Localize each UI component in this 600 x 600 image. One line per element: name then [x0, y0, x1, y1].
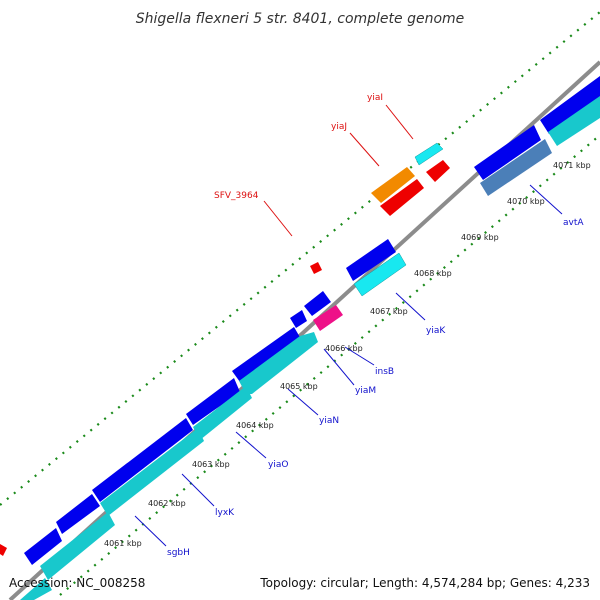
reverse-gene-labels: avtA yiaK insB yiaM yiaN yiaO lyxK sgbH: [134, 184, 584, 558]
kbp-label: 4069 kbp: [461, 233, 499, 242]
feature-blue-long-1[interactable]: [232, 327, 301, 382]
leader-line: [385, 104, 414, 140]
feature-cyan-long-1[interactable]: [239, 332, 318, 394]
feature-SFV_3964[interactable]: [310, 262, 322, 274]
leader-line: [349, 132, 380, 167]
kbp-label: 4062 kbp: [148, 499, 186, 508]
kbp-scale-labels: 4061 kbp 4062 kbp 4063 kbp 4064 kbp 4065…: [104, 161, 591, 548]
reverse-blue-features: [24, 76, 600, 565]
leader-line: [529, 184, 563, 215]
kbp-label: 4061 kbp: [104, 539, 142, 548]
feature-blue-mid[interactable]: [346, 239, 396, 281]
gene-label-yiaK[interactable]: yiaK: [426, 326, 446, 336]
outer-tick-track: [0, 11, 600, 506]
feature-yiaI[interactable]: [414, 142, 444, 166]
feature-cyan-top[interactable]: [548, 96, 600, 146]
gene-label-yiaJ[interactable]: yiaJ: [331, 122, 347, 132]
feature-blue-long-5[interactable]: [24, 528, 62, 565]
feature-steel-blue[interactable]: [480, 139, 552, 196]
accession-text: Accession: NC_008258: [9, 576, 145, 590]
kbp-label: 4066 kbp: [325, 344, 363, 353]
reverse-cyan-features: [20, 96, 600, 600]
feature-magenta-insB[interactable]: [313, 305, 343, 331]
feature-red-edge[interactable]: [0, 544, 7, 556]
feature-cyan-yiaK[interactable]: [353, 252, 407, 297]
gene-label-insB[interactable]: insB: [375, 367, 394, 377]
leader-line: [134, 515, 167, 547]
feature-cyan-long-3[interactable]: [100, 428, 204, 516]
feature-red-2[interactable]: [380, 179, 424, 216]
leader-line: [395, 292, 426, 321]
gene-label-SFV_3964[interactable]: SFV_3964: [214, 191, 259, 201]
leader-line: [263, 200, 293, 237]
leader-line: [181, 473, 215, 507]
gene-label-lyxK[interactable]: lyxK: [215, 508, 235, 518]
gene-label-yiaM[interactable]: yiaM: [355, 386, 376, 396]
kbp-label: 4063 kbp: [192, 460, 230, 469]
feature-blue-small-2[interactable]: [290, 310, 307, 328]
kbp-label: 4064 kbp: [236, 421, 274, 430]
feature-cyan-long-2[interactable]: [193, 386, 252, 440]
feature-blue-long-4[interactable]: [56, 494, 100, 534]
feature-cyan-long-5[interactable]: [20, 578, 52, 600]
feature-red-small-1[interactable]: [426, 160, 450, 182]
gene-label-yiaN[interactable]: yiaN: [319, 416, 339, 426]
feature-cyan-long-4[interactable]: [40, 512, 115, 580]
feature-blue-top-2[interactable]: [474, 125, 541, 180]
kbp-label: 4070 kbp: [507, 197, 545, 206]
map-title: Shigella flexneri 5 str. 8401, complete …: [136, 11, 465, 27]
feature-blue-long-2[interactable]: [186, 378, 240, 425]
kbp-label: 4065 kbp: [280, 382, 318, 391]
kbp-label: 4067 kbp: [370, 307, 408, 316]
kbp-label: 4068 kbp: [414, 269, 452, 278]
gene-label-yiaO[interactable]: yiaO: [268, 460, 288, 470]
gene-label-avtA[interactable]: avtA: [563, 218, 584, 228]
leader-line: [235, 431, 267, 459]
forward-features: [0, 142, 450, 556]
gene-label-yiaI[interactable]: yiaI: [367, 93, 383, 103]
feature-orange[interactable]: [371, 167, 415, 203]
feature-blue-small-1[interactable]: [304, 291, 331, 316]
forward-gene-labels: yiaI yiaJ SFV_3964: [214, 93, 414, 237]
leader-line: [323, 348, 355, 386]
inner-tick-track: [59, 134, 600, 596]
feature-blue-top-1[interactable]: [540, 76, 600, 134]
genome-summary-text: Topology: circular; Length: 4,574,284 bp…: [259, 576, 590, 590]
leader-line: [344, 346, 375, 366]
kbp-label: 4071 kbp: [553, 161, 591, 170]
feature-blue-long-3[interactable]: [92, 418, 193, 502]
leader-line: [287, 388, 319, 416]
gene-label-sgbH[interactable]: sgbH: [167, 548, 190, 558]
